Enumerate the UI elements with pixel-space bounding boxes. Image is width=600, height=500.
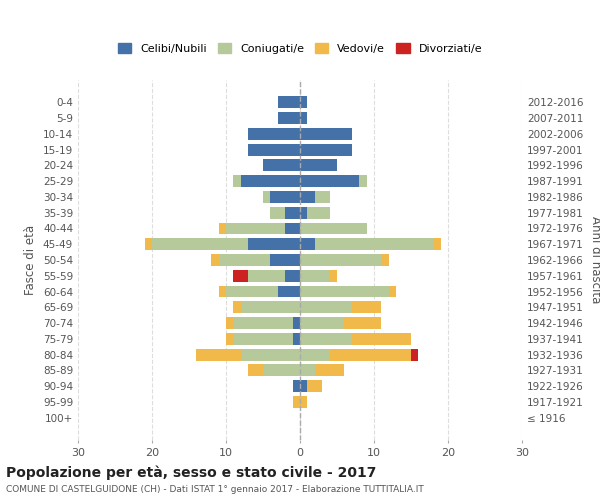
Bar bbox=[145, 238, 152, 250]
Bar bbox=[300, 348, 329, 360]
Bar bbox=[300, 160, 337, 172]
Bar bbox=[293, 380, 300, 392]
Bar bbox=[248, 144, 300, 156]
Bar bbox=[315, 238, 433, 250]
Y-axis label: Anni di nascita: Anni di nascita bbox=[589, 216, 600, 304]
Bar bbox=[300, 254, 382, 266]
Bar bbox=[433, 238, 440, 250]
Bar bbox=[382, 254, 389, 266]
Bar bbox=[329, 270, 337, 281]
Bar bbox=[248, 270, 285, 281]
Bar bbox=[300, 128, 352, 140]
Bar bbox=[359, 175, 367, 187]
Bar bbox=[411, 348, 418, 360]
Bar bbox=[352, 333, 411, 345]
Bar bbox=[300, 191, 315, 203]
Bar bbox=[300, 222, 367, 234]
Text: COMUNE DI CASTELGUIDONE (CH) - Dati ISTAT 1° gennaio 2017 - Elaborazione TUTTITA: COMUNE DI CASTELGUIDONE (CH) - Dati ISTA… bbox=[6, 485, 424, 494]
Bar bbox=[241, 348, 300, 360]
Bar bbox=[226, 317, 233, 329]
Bar bbox=[285, 207, 300, 218]
Bar bbox=[248, 128, 300, 140]
Bar bbox=[300, 175, 359, 187]
Bar bbox=[271, 191, 300, 203]
Bar bbox=[233, 302, 241, 313]
Bar bbox=[218, 254, 271, 266]
Bar bbox=[248, 238, 300, 250]
Bar bbox=[300, 112, 307, 124]
Bar bbox=[300, 333, 352, 345]
Bar bbox=[271, 207, 285, 218]
Bar bbox=[293, 396, 300, 408]
Bar bbox=[300, 270, 329, 281]
Bar bbox=[211, 254, 218, 266]
Bar bbox=[226, 333, 233, 345]
Bar bbox=[263, 364, 300, 376]
Bar bbox=[300, 286, 389, 298]
Bar bbox=[226, 222, 285, 234]
Bar bbox=[300, 396, 307, 408]
Bar bbox=[233, 333, 293, 345]
Bar bbox=[196, 348, 241, 360]
Bar bbox=[278, 286, 300, 298]
Bar bbox=[233, 175, 241, 187]
Bar bbox=[300, 364, 315, 376]
Bar bbox=[300, 207, 307, 218]
Bar bbox=[300, 144, 352, 156]
Bar bbox=[278, 112, 300, 124]
Bar bbox=[307, 380, 322, 392]
Bar bbox=[263, 191, 271, 203]
Bar bbox=[344, 317, 382, 329]
Bar bbox=[263, 160, 300, 172]
Bar bbox=[248, 364, 263, 376]
Bar bbox=[300, 96, 307, 108]
Bar bbox=[329, 348, 411, 360]
Bar bbox=[285, 270, 300, 281]
Bar bbox=[285, 222, 300, 234]
Bar bbox=[293, 317, 300, 329]
Bar bbox=[218, 222, 226, 234]
Bar bbox=[307, 207, 329, 218]
Y-axis label: Fasce di età: Fasce di età bbox=[25, 225, 37, 295]
Bar bbox=[233, 317, 293, 329]
Bar bbox=[241, 175, 300, 187]
Bar bbox=[300, 238, 315, 250]
Bar bbox=[300, 317, 344, 329]
Bar bbox=[352, 302, 382, 313]
Bar bbox=[315, 191, 329, 203]
Bar bbox=[271, 254, 300, 266]
Bar bbox=[218, 286, 226, 298]
Legend: Celibi/Nubili, Coniugati/e, Vedovi/e, Divorziati/e: Celibi/Nubili, Coniugati/e, Vedovi/e, Di… bbox=[113, 39, 487, 58]
Bar bbox=[315, 364, 344, 376]
Bar bbox=[241, 302, 300, 313]
Bar bbox=[233, 270, 248, 281]
Bar bbox=[389, 286, 396, 298]
Bar bbox=[300, 380, 307, 392]
Bar bbox=[152, 238, 248, 250]
Text: Popolazione per età, sesso e stato civile - 2017: Popolazione per età, sesso e stato civil… bbox=[6, 465, 376, 479]
Bar bbox=[293, 333, 300, 345]
Bar bbox=[226, 286, 278, 298]
Bar bbox=[278, 96, 300, 108]
Bar bbox=[300, 302, 352, 313]
